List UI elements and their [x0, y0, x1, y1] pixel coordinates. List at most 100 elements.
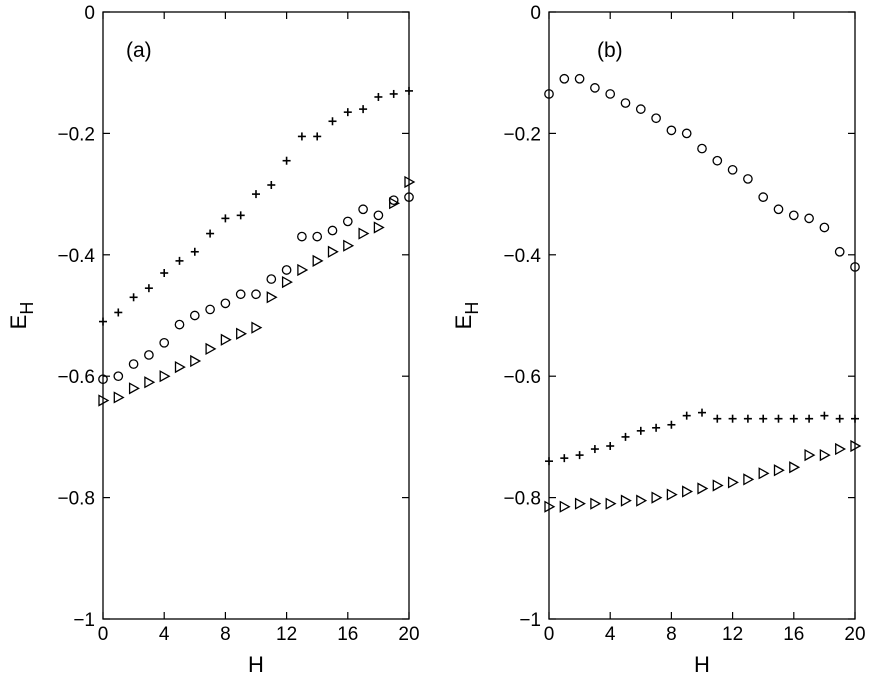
point-circle [98, 374, 108, 385]
x-tick-label: 0 [98, 624, 109, 645]
point-plus [144, 284, 153, 293]
y-tick-label: −0.4 [57, 246, 95, 267]
series-circle [98, 192, 414, 385]
x-tick-label: 16 [783, 624, 804, 645]
point-plus [343, 108, 352, 117]
x-tick-label: 12 [276, 624, 297, 645]
point-triangle [590, 497, 602, 510]
point-circle [697, 143, 707, 154]
x-tick-label: 20 [844, 624, 865, 645]
x-tick-label: 4 [159, 624, 170, 645]
point-circle [788, 210, 799, 221]
series-plus [545, 408, 859, 466]
point-circle [297, 231, 307, 242]
point-circle [605, 89, 616, 99]
point-circle [666, 125, 677, 136]
point-triangle [281, 276, 293, 289]
point-triangle [819, 449, 831, 462]
point-plus [206, 229, 215, 238]
point-triangle [236, 327, 248, 340]
point-triangle [559, 500, 571, 513]
point-triangle [98, 394, 110, 407]
point-triangle [312, 254, 324, 267]
point-circle [544, 89, 554, 99]
point-plus [359, 105, 368, 114]
point-plus [774, 414, 783, 423]
point-plus [682, 411, 691, 420]
plot-frame [548, 11, 856, 620]
point-circle [113, 371, 124, 382]
point-plus [190, 247, 199, 256]
point-circle [205, 304, 215, 315]
point-triangle [773, 464, 785, 477]
point-circle [220, 298, 231, 309]
point-plus [252, 190, 260, 199]
point-triangle [835, 442, 847, 456]
y-tick-label: −0.6 [503, 367, 541, 388]
point-circle [266, 274, 277, 284]
x-axis-label: H [694, 652, 710, 677]
y-tick-label: −0.6 [57, 367, 95, 388]
point-plus [545, 457, 553, 466]
point-circle [128, 359, 139, 369]
y-axis-label-subscript: H [17, 302, 37, 315]
point-plus [667, 420, 676, 429]
point-circle [189, 310, 200, 321]
point-triangle [113, 391, 125, 404]
point-triangle [190, 354, 202, 368]
point-triangle [389, 197, 401, 210]
point-circle [773, 204, 784, 215]
point-triangle [144, 376, 156, 389]
x-tick-label: 4 [605, 624, 616, 645]
point-plus [851, 414, 859, 423]
y-axis-label-main: E [451, 315, 476, 330]
point-triangle [404, 175, 416, 189]
point-plus [175, 256, 184, 265]
point-triangle [373, 221, 385, 234]
y-tick-label: −0.2 [503, 124, 541, 145]
point-circle [651, 113, 661, 124]
point-plus [328, 117, 337, 126]
point-triangle [574, 497, 586, 510]
point-triangle [327, 245, 339, 258]
x-tick-label: 8 [666, 624, 677, 645]
point-circle [850, 262, 860, 272]
point-circle [727, 164, 738, 175]
point-triangle [266, 291, 278, 304]
point-plus [698, 408, 706, 417]
point-plus [759, 414, 768, 423]
point-circle [159, 337, 170, 348]
point-plus [590, 445, 599, 454]
point-triangle [205, 342, 217, 355]
series-plus [99, 86, 413, 326]
point-circle [281, 265, 292, 275]
point-circle [559, 73, 570, 84]
point-circle [373, 210, 384, 221]
point-triangle [251, 321, 263, 334]
point-triangle [850, 439, 862, 453]
point-triangle [758, 467, 770, 480]
point-triangle [220, 333, 232, 346]
point-plus [405, 86, 413, 95]
point-plus [789, 414, 798, 423]
point-circle [144, 350, 154, 360]
y-axis-label-main: E [6, 315, 31, 330]
point-triangle [544, 500, 556, 513]
point-circle [681, 128, 692, 139]
point-plus [99, 317, 107, 326]
point-triangle [605, 497, 617, 510]
point-circle [758, 192, 769, 202]
point-plus [560, 454, 569, 463]
point-plus [374, 92, 383, 101]
point-circle [251, 289, 261, 300]
series-circle [544, 73, 860, 272]
y-tick-label: −0.8 [503, 489, 541, 510]
point-plus [652, 423, 661, 432]
point-circle [574, 73, 585, 84]
x-tick-label: 0 [544, 624, 555, 645]
point-triangle [712, 479, 724, 492]
point-plus [313, 132, 322, 141]
point-plus [282, 156, 291, 165]
